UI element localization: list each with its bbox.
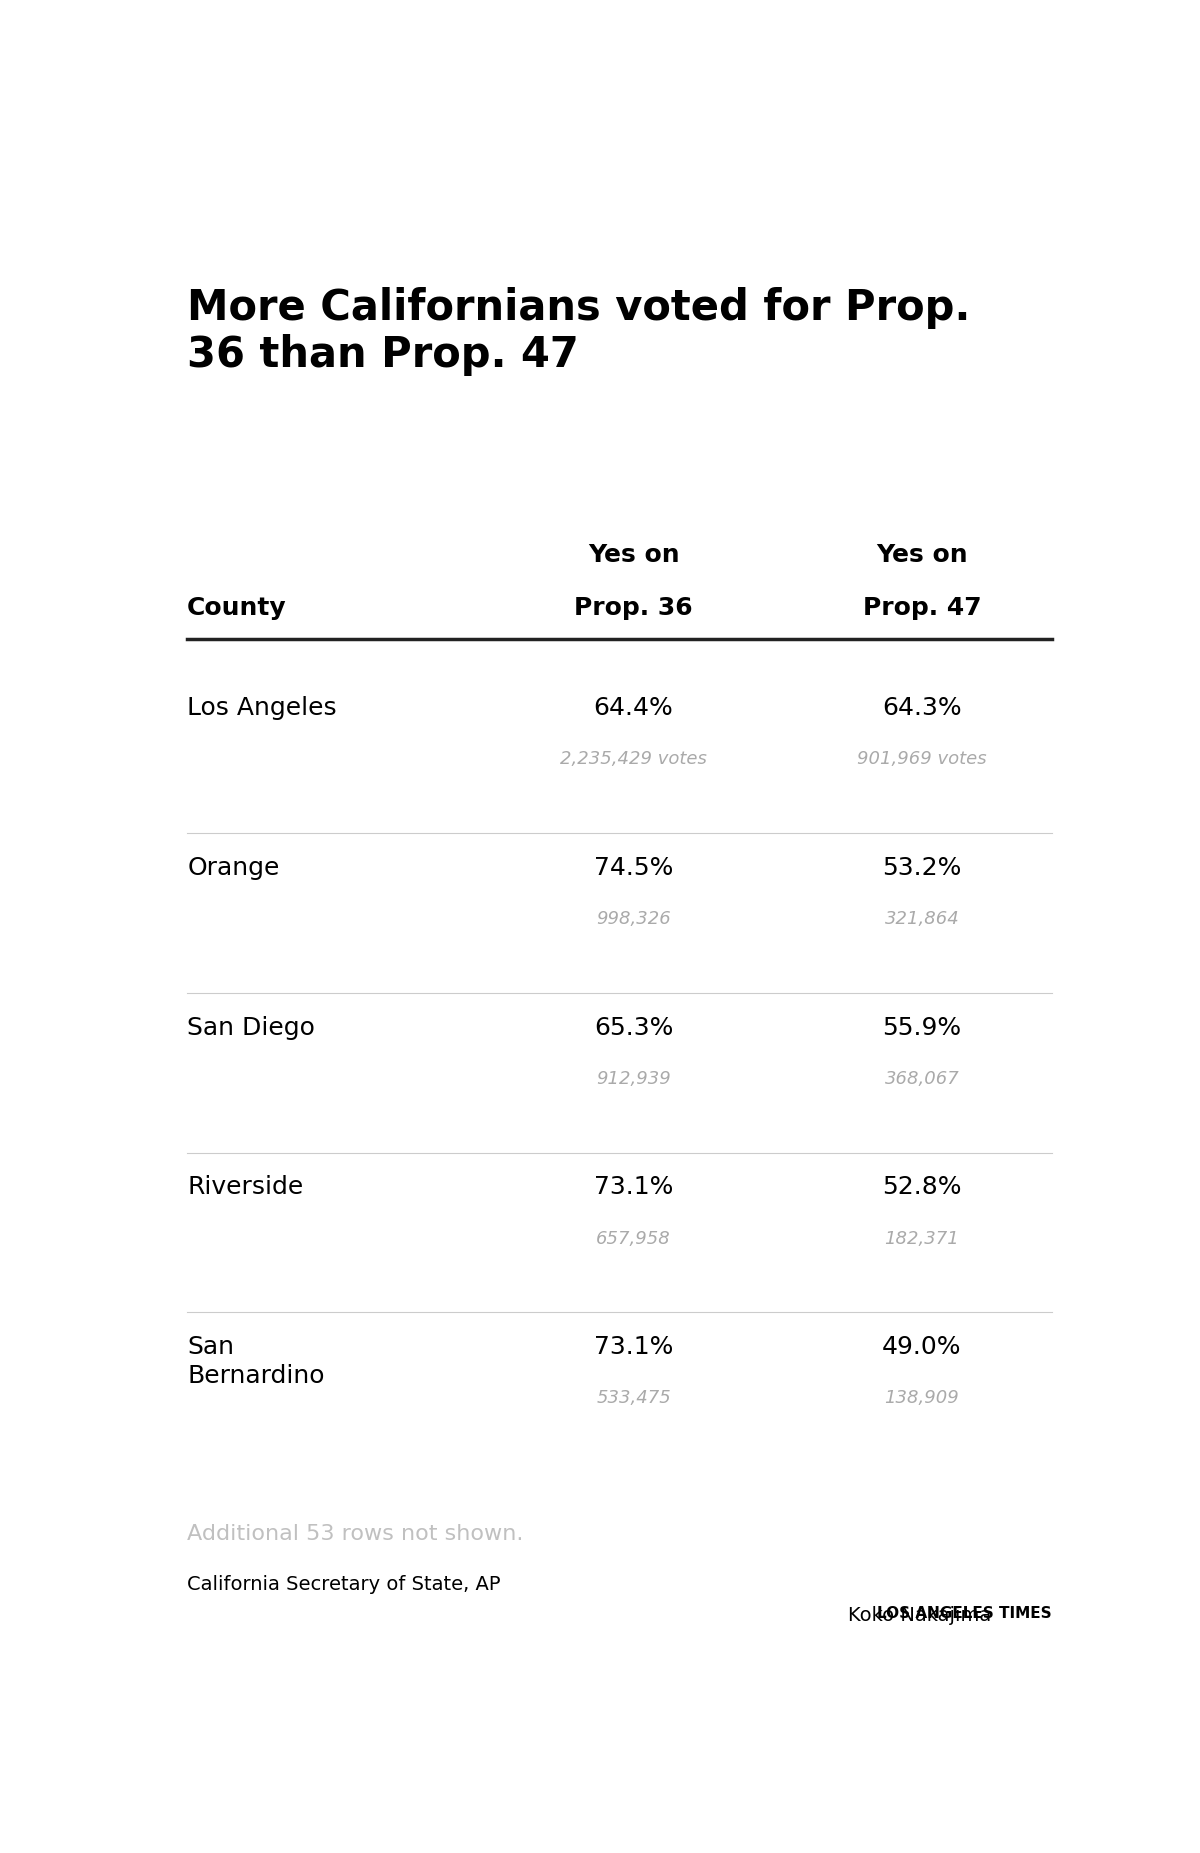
Text: 55.9%: 55.9%: [882, 1015, 961, 1040]
Text: 998,326: 998,326: [596, 910, 671, 928]
Text: 901,969 votes: 901,969 votes: [857, 750, 986, 769]
Text: More Californians voted for Prop.
36 than Prop. 47: More Californians voted for Prop. 36 tha…: [187, 287, 971, 376]
Text: 321,864: 321,864: [884, 910, 959, 928]
Text: Koko Nakajima: Koko Nakajima: [847, 1607, 1001, 1625]
Text: 368,067: 368,067: [884, 1069, 959, 1088]
Text: 657,958: 657,958: [596, 1230, 671, 1247]
Text: 49.0%: 49.0%: [882, 1336, 961, 1360]
Text: Prop. 47: Prop. 47: [863, 597, 982, 621]
Text: 73.1%: 73.1%: [594, 1175, 673, 1199]
Text: 912,939: 912,939: [596, 1069, 671, 1088]
Text: 64.4%: 64.4%: [594, 697, 673, 721]
Text: California Secretary of State, AP: California Secretary of State, AP: [187, 1575, 500, 1594]
Text: Riverside: Riverside: [187, 1175, 304, 1199]
Text: Additional 53 rows not shown.: Additional 53 rows not shown.: [187, 1523, 523, 1544]
Text: 52.8%: 52.8%: [882, 1175, 961, 1199]
Text: 74.5%: 74.5%: [594, 856, 673, 880]
Text: 533,475: 533,475: [596, 1390, 671, 1408]
Text: Orange: Orange: [187, 856, 280, 880]
Text: 138,909: 138,909: [884, 1390, 959, 1408]
Text: LOS ANGELES TIMES: LOS ANGELES TIMES: [877, 1607, 1052, 1621]
Text: San
Bernardino: San Bernardino: [187, 1336, 325, 1388]
Text: San Diego: San Diego: [187, 1015, 316, 1040]
Text: Yes on: Yes on: [876, 543, 967, 567]
Text: 65.3%: 65.3%: [594, 1015, 673, 1040]
Text: Yes on: Yes on: [588, 543, 679, 567]
Text: 2,235,429 votes: 2,235,429 votes: [560, 750, 707, 769]
Text: Prop. 36: Prop. 36: [575, 597, 692, 621]
Text: County: County: [187, 597, 287, 621]
Text: Los Angeles: Los Angeles: [187, 697, 337, 721]
Text: 182,371: 182,371: [884, 1230, 959, 1247]
Text: 53.2%: 53.2%: [882, 856, 961, 880]
Text: 64.3%: 64.3%: [882, 697, 961, 721]
Text: 73.1%: 73.1%: [594, 1336, 673, 1360]
